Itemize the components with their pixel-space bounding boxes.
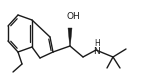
Text: OH: OH (66, 12, 80, 21)
Text: H: H (94, 38, 100, 47)
Text: N: N (94, 46, 100, 56)
Polygon shape (68, 28, 72, 46)
